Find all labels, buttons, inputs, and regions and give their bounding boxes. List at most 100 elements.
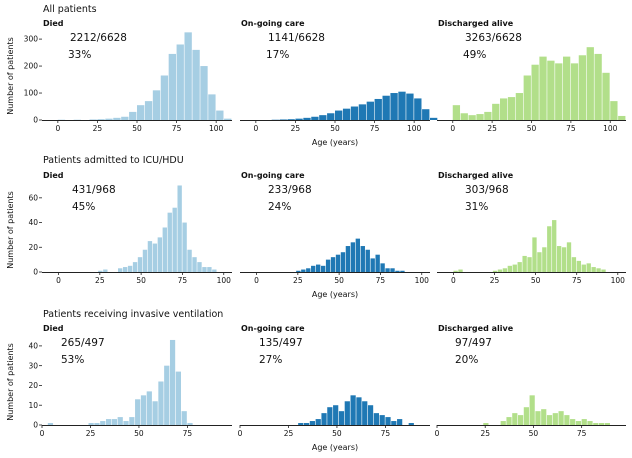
panel-title: Died: [43, 19, 64, 28]
histogram-bar: [539, 56, 547, 120]
x-tick-label: 25: [95, 276, 105, 285]
histogram-bar: [103, 269, 108, 272]
histogram-bar: [98, 270, 103, 272]
histogram-bar: [506, 417, 512, 425]
histogram-bar: [365, 249, 370, 272]
x-tick-label: 100: [611, 276, 626, 285]
histogram-bar: [301, 269, 306, 272]
histogram-bar: [453, 270, 458, 272]
histogram-bar: [216, 110, 224, 120]
histogram-bar: [160, 75, 169, 120]
histogram-bar: [515, 93, 524, 120]
histogram-bar: [356, 397, 362, 425]
histogram-bar: [208, 94, 216, 120]
histogram-bar: [177, 185, 182, 272]
histogram-bar: [492, 103, 500, 120]
histogram-bar: [279, 119, 287, 120]
histogram-bar: [547, 60, 555, 120]
y-axis-label: Number of patients: [6, 37, 15, 115]
x-axis-label: Age (years): [312, 443, 358, 452]
histogram-bar: [137, 257, 143, 272]
histogram-bar: [542, 247, 547, 272]
histogram-bar: [390, 268, 395, 272]
histogram-bar: [483, 423, 489, 425]
histogram-bar: [325, 259, 331, 272]
histogram-bar: [355, 238, 361, 273]
histogram-bar: [340, 252, 346, 272]
histogram-bar: [380, 263, 385, 272]
histogram-bar: [144, 101, 153, 120]
histogram-bar: [146, 391, 152, 425]
histogram-bar: [385, 268, 390, 272]
histogram-bar: [117, 417, 123, 425]
x-tick-label: 75: [381, 429, 391, 438]
histogram-bar: [362, 401, 368, 425]
x-tick-label: 75: [172, 124, 182, 133]
percent-label: 17%: [266, 49, 289, 61]
x-tick-label: 25: [93, 124, 103, 133]
histogram-bar: [552, 220, 557, 272]
histogram-bar: [512, 264, 517, 272]
panel-died: 0 25 50 75 0 10 20 30 40 Died 265/497 53%: [28, 324, 232, 438]
panel-on-going-care: 0 25 50 75 On-going care 135/497 27%: [238, 324, 430, 438]
histogram-bar: [335, 110, 343, 120]
x-tick-label: 50: [531, 276, 541, 285]
percent-label: 33%: [68, 49, 91, 61]
histogram-bar: [599, 423, 605, 425]
x-tick-label: 75: [577, 429, 587, 438]
histogram-bar: [88, 423, 94, 425]
histogram-bar: [345, 246, 351, 272]
histogram-bar: [167, 212, 172, 272]
histogram-bar: [127, 265, 133, 272]
histogram-bar: [287, 119, 295, 120]
panel-title: Discharged alive: [438, 19, 514, 28]
histogram-bar: [375, 254, 380, 272]
histogram-bar: [468, 115, 476, 120]
histogram-bar: [319, 115, 327, 120]
histogram-bar: [350, 395, 356, 425]
histogram-bar: [370, 258, 375, 272]
x-tick-label: 100: [603, 124, 618, 133]
y-tick-label: 20: [28, 243, 38, 252]
histogram-bar: [458, 269, 463, 272]
histogram-bar: [94, 423, 100, 425]
histogram-bar: [152, 243, 158, 272]
histogram-bar: [358, 104, 367, 120]
histogram-bar: [395, 270, 400, 272]
histogram-bar: [523, 407, 529, 425]
histogram-bar: [484, 111, 492, 120]
histogram-bar: [531, 64, 539, 120]
histogram-bar: [602, 72, 610, 120]
histogram-bar: [367, 405, 374, 425]
x-tick-label: 75: [572, 276, 582, 285]
histogram-bar: [350, 242, 356, 272]
histogram-bar: [168, 53, 176, 120]
histogram-bar: [581, 264, 586, 272]
histogram-bar: [391, 421, 397, 425]
histogram-bar: [360, 246, 365, 272]
x-tick-label: 25: [86, 429, 96, 438]
x-tick-label: 0: [56, 276, 61, 285]
histogram-bar: [333, 405, 339, 425]
histogram-bar: [192, 257, 197, 272]
count-label: 265/497: [61, 337, 105, 349]
histogram-bar: [618, 115, 626, 120]
x-tick-label: 50: [330, 124, 340, 133]
count-label: 1141/6628: [268, 32, 325, 44]
panel-died: 0 25 50 75 100 0 20 40 60 Died 431/968 45%: [28, 171, 232, 285]
histogram-bar: [397, 419, 403, 425]
histogram-bar: [303, 423, 310, 425]
histogram-bar: [298, 423, 304, 425]
y-axis-label: Number of patients: [6, 191, 15, 269]
histogram-bar: [187, 423, 193, 425]
histogram-bar: [306, 268, 311, 272]
x-tick-label: 0: [435, 429, 440, 438]
histogram-bar: [192, 49, 200, 120]
histogram-bar: [311, 116, 319, 120]
y-tick-label: 300: [24, 35, 39, 44]
histogram-bar: [295, 118, 303, 120]
y-tick-label: 200: [24, 62, 39, 71]
x-tick-label: 75: [566, 124, 576, 133]
histogram-bar: [296, 270, 301, 272]
histogram-bar: [406, 93, 414, 120]
